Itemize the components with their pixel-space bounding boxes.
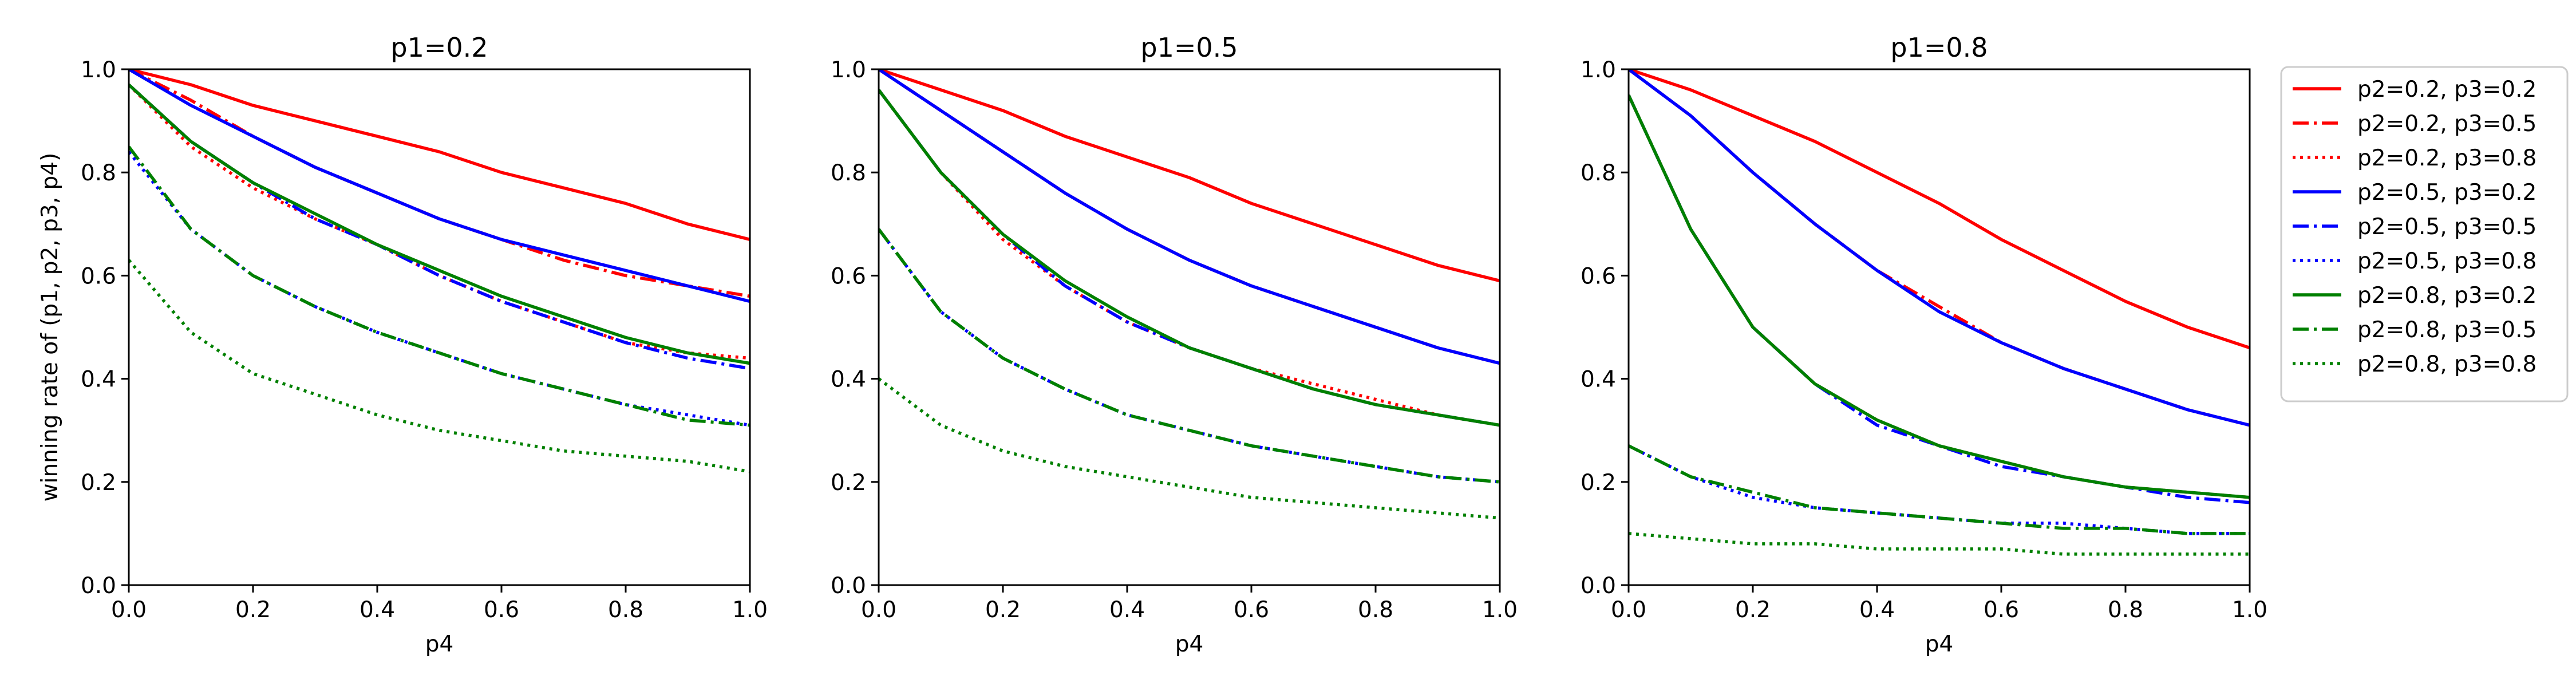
legend-label: p2=0.5, p3=0.8 bbox=[2357, 248, 2537, 274]
x-tick-label: 0.6 bbox=[1984, 597, 2019, 623]
y-tick-label: 0.2 bbox=[1581, 470, 1616, 496]
y-tick-label: 0.6 bbox=[831, 263, 866, 289]
y-tick-label: 1.0 bbox=[81, 57, 116, 83]
y-tick-label: 0.8 bbox=[1581, 160, 1616, 186]
y-tick-label: 0.4 bbox=[831, 367, 866, 393]
legend-label: p2=0.8, p3=0.2 bbox=[2357, 283, 2537, 309]
legend-entry: p2=0.5, p3=0.8 bbox=[2293, 248, 2537, 274]
series-line bbox=[879, 89, 1500, 427]
subplot-title: p1=0.8 bbox=[1890, 32, 1988, 63]
legend: p2=0.2, p3=0.2 p2=0.2, p3=0.5 p2=0.2, p3=0… bbox=[2280, 66, 2569, 402]
x-axis-label: p4 bbox=[1925, 631, 1954, 657]
series-line bbox=[1629, 69, 2250, 427]
x-tick-label: 0.2 bbox=[985, 597, 1021, 623]
x-tick-label: 0.4 bbox=[1859, 597, 1895, 623]
legend-label: p2=0.2, p3=0.2 bbox=[2357, 77, 2537, 102]
x-tick-label: 0.2 bbox=[1735, 597, 1771, 623]
series-line bbox=[129, 83, 750, 370]
y-tick-label: 0.0 bbox=[81, 573, 116, 599]
series-line bbox=[1629, 69, 2250, 350]
axes-frame bbox=[878, 68, 1501, 586]
series-group bbox=[1629, 69, 2250, 556]
series-line bbox=[879, 69, 1500, 283]
subplot-title: p1=0.5 bbox=[1140, 32, 1238, 63]
x-tick-label: 0.0 bbox=[111, 597, 147, 623]
subplot-p1-0.8: p1=0.8 p4 0.0 0.2 0.4 0.6 0.8 1.0 0.0 0.2 0.4 0.6… bbox=[1581, 32, 2267, 657]
y-tick-label: 0.6 bbox=[1581, 263, 1616, 289]
x-tick-label: 1.0 bbox=[732, 597, 768, 623]
y-tick-label: 0.2 bbox=[831, 470, 866, 496]
y-tick-label: 0.0 bbox=[1581, 573, 1616, 599]
y-tick-label: 1.0 bbox=[831, 57, 866, 83]
y-tick-label: 0.4 bbox=[1581, 367, 1616, 393]
subplot-title: p1=0.2 bbox=[390, 32, 488, 63]
series-line bbox=[129, 69, 750, 303]
series-line bbox=[1629, 444, 2250, 535]
y-axis-label: winning rate of (p1, p2, p3, p4) bbox=[37, 153, 63, 502]
x-tick-label: 0.6 bbox=[484, 597, 519, 623]
y-tick-label: 0.2 bbox=[81, 470, 116, 496]
x-tick-label: 0.8 bbox=[608, 597, 643, 623]
series-group bbox=[879, 69, 1500, 520]
series-line bbox=[879, 228, 1500, 484]
subplot-p1-0.2: p1=0.2 p4 winning rate of (p1, p2, p3, p… bbox=[37, 32, 768, 657]
x-tick-label: 0.0 bbox=[861, 597, 896, 623]
series-line bbox=[1629, 94, 2250, 499]
y-tick-label: 0.4 bbox=[81, 367, 116, 393]
series-group bbox=[129, 69, 750, 473]
y-tick-label: 1.0 bbox=[1581, 57, 1616, 83]
y-tick-label: 0.8 bbox=[831, 160, 866, 186]
x-tick-label: 0.8 bbox=[2108, 597, 2143, 623]
legend-entry: p2=0.2, p3=0.5 bbox=[2293, 111, 2537, 137]
legend-entry: p2=0.8, p3=0.2 bbox=[2293, 283, 2537, 309]
x-tick-label: 0.0 bbox=[1611, 597, 1646, 623]
legend-entry: p2=0.8, p3=0.8 bbox=[2293, 352, 2537, 377]
legend-label: p2=0.5, p3=0.5 bbox=[2357, 214, 2537, 240]
legend-label: p2=0.2, p3=0.5 bbox=[2357, 111, 2537, 137]
x-tick-label: 0.4 bbox=[359, 597, 395, 623]
legend-label: p2=0.2, p3=0.8 bbox=[2357, 145, 2537, 171]
series-line bbox=[129, 69, 750, 241]
x-axis-label: p4 bbox=[1175, 631, 1204, 657]
legend-entry: p2=0.2, p3=0.8 bbox=[2293, 145, 2537, 171]
x-tick-label: 0.8 bbox=[1358, 597, 1393, 623]
series-line bbox=[879, 69, 1500, 365]
y-tick-label: 0.8 bbox=[81, 160, 116, 186]
legend-label: p2=0.8, p3=0.8 bbox=[2357, 352, 2537, 377]
y-tick-label: 0.0 bbox=[831, 573, 866, 599]
legend-entry: p2=0.5, p3=0.5 bbox=[2293, 214, 2537, 240]
axes-frame bbox=[1627, 68, 2251, 586]
x-tick-label: 1.0 bbox=[2232, 597, 2267, 623]
subplot-p1-0.5: p1=0.5 p4 0.0 0.2 0.4 0.6 0.8 1.0 0.0 0.2 0.4 0.6… bbox=[831, 32, 1518, 657]
legend-frame bbox=[2280, 66, 2569, 402]
axes-frame bbox=[128, 68, 751, 586]
legend-entry: p2=0.5, p3=0.2 bbox=[2293, 180, 2537, 206]
legend-label: p2=0.8, p3=0.5 bbox=[2357, 317, 2537, 343]
legend-entry: p2=0.2, p3=0.2 bbox=[2293, 77, 2537, 102]
y-tick-label: 0.6 bbox=[81, 263, 116, 289]
x-axis-label: p4 bbox=[425, 631, 454, 657]
x-tick-label: 0.2 bbox=[235, 597, 271, 623]
series-line bbox=[129, 259, 750, 473]
legend-label: p2=0.5, p3=0.2 bbox=[2357, 180, 2537, 206]
x-tick-label: 0.6 bbox=[1234, 597, 1269, 623]
x-tick-label: 1.0 bbox=[1482, 597, 1518, 623]
series-line bbox=[129, 145, 750, 427]
x-tick-label: 0.4 bbox=[1109, 597, 1145, 623]
series-line bbox=[129, 83, 750, 365]
legend-entry: p2=0.8, p3=0.5 bbox=[2293, 317, 2537, 343]
